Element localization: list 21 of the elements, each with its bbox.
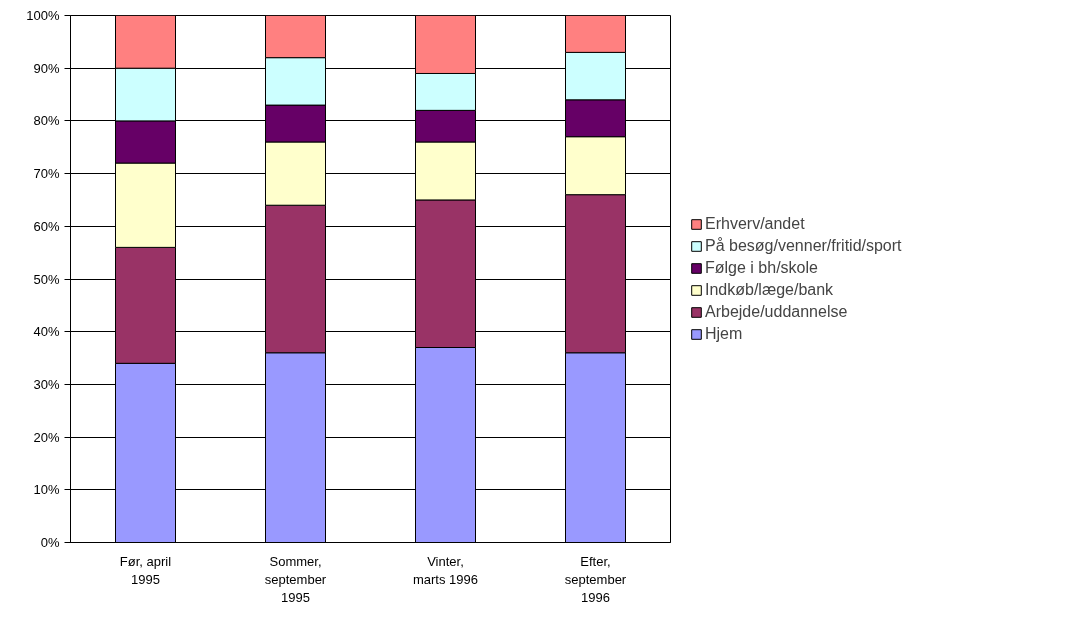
legend-label: Arbejde/uddannelse [705,302,848,321]
y-tick-label: 100% [26,8,60,23]
y-tick-label: 40% [33,324,60,340]
y-tick-label: 20% [33,429,60,445]
legend-label: Indkøb/læge/bank [705,280,834,299]
y-tick-label: 80% [33,113,60,129]
y-tick-label: 90% [33,60,60,76]
y-tick-label: 60% [33,218,60,234]
x-tick-label: Før, april 1995 [119,553,172,587]
y-tick-label: 30% [33,376,60,392]
x-tick-label: Efter, september 1996 [564,553,627,605]
legend-label: På besøg/venner/fritid/sport [705,236,902,255]
y-tick-label: 50% [33,271,60,287]
y-tick-label: 70% [33,166,60,182]
x-tick-label: Vinter, marts 1996 [412,553,479,587]
y-tick-label: 0% [40,535,60,550]
y-tick-label: 10% [33,482,60,498]
legend-label: Erhverv/andet [705,214,805,233]
legend-label: Følge i bh/skole [705,258,818,277]
x-tick-label: Sommer, september 1995 [264,553,327,605]
legend-label: Hjem [705,324,743,343]
